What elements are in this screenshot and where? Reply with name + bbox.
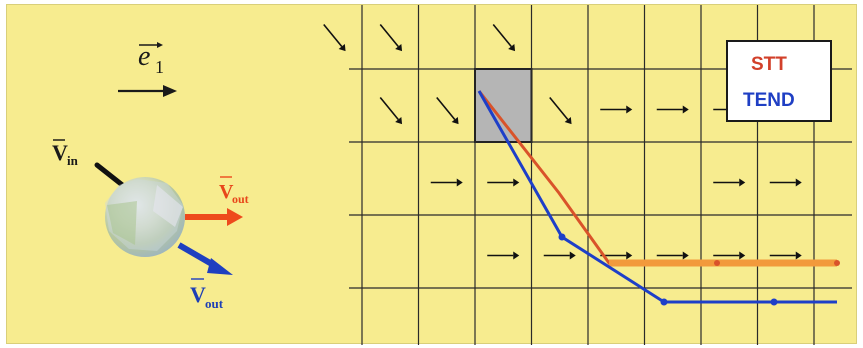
tend-point	[558, 233, 566, 241]
diagram-canvas: e 1 V in	[52, 5, 852, 345]
sphere	[105, 177, 185, 257]
sphere-facet-light	[153, 185, 183, 227]
v-in-label: V	[52, 140, 68, 165]
tend-point	[770, 298, 778, 306]
diagonal-arrow-icon	[379, 96, 403, 125]
diagram-panel: e 1 V in	[6, 4, 857, 345]
v-out-red-arrowhead	[227, 208, 243, 226]
basis-vector-e1: e 1	[118, 41, 177, 97]
v-out-red-label: V	[219, 181, 234, 203]
horizontal-arrow-icon	[543, 251, 576, 260]
stt-path	[477, 90, 840, 267]
diagonal-arrow-icon	[492, 23, 516, 52]
horizontal-arrow-icon	[487, 178, 520, 187]
v-out-blue-subscript: out	[205, 296, 224, 311]
basis-vector-arrowhead	[163, 85, 177, 97]
v-out-red-subscript: out	[232, 192, 249, 206]
horizontal-arrow-icon	[487, 251, 520, 260]
tend-line	[477, 90, 837, 304]
grid-lines	[349, 5, 852, 345]
diagonal-arrow-icon	[436, 96, 459, 125]
legend-box	[726, 40, 832, 122]
v-out-blue-vector: V out	[177, 242, 233, 311]
legend-label-stt: STT	[751, 54, 787, 75]
grid-area: STT TEND	[323, 5, 852, 345]
v-in-subscript: in	[67, 153, 79, 168]
legend: STT TEND	[726, 40, 832, 122]
tend-path	[477, 90, 837, 306]
horizontal-arrow-icon	[713, 251, 746, 260]
horizontal-arrow-icon	[713, 178, 746, 187]
horizontal-arrow-icon	[769, 178, 802, 187]
horizontal-arrow-icon	[656, 251, 689, 260]
diagonal-arrow-icon	[323, 23, 346, 52]
arrow-field	[323, 23, 802, 260]
basis-vector-label-arrowhead	[157, 42, 163, 48]
horizontal-arrow-icon	[656, 105, 689, 114]
legend-label-tend: TEND	[743, 90, 795, 111]
v-out-blue-arrowhead	[207, 258, 233, 275]
left-panel: e 1 V in	[52, 41, 249, 311]
horizontal-arrow-icon	[769, 251, 802, 260]
diagonal-arrow-icon	[549, 96, 572, 125]
sphere-facet-green	[107, 201, 137, 245]
horizontal-arrow-icon	[600, 105, 633, 114]
tend-point	[660, 298, 668, 306]
horizontal-arrow-icon	[430, 178, 463, 187]
diagonal-arrow-icon	[379, 23, 403, 52]
v-out-red-vector: V out	[185, 176, 249, 226]
basis-vector-label: e	[138, 41, 150, 72]
stt-point	[834, 260, 840, 266]
v-in-vector: V in	[52, 139, 133, 194]
v-out-blue-label: V	[190, 282, 206, 307]
stt-point	[714, 260, 720, 266]
basis-vector-subscript: 1	[155, 57, 164, 77]
